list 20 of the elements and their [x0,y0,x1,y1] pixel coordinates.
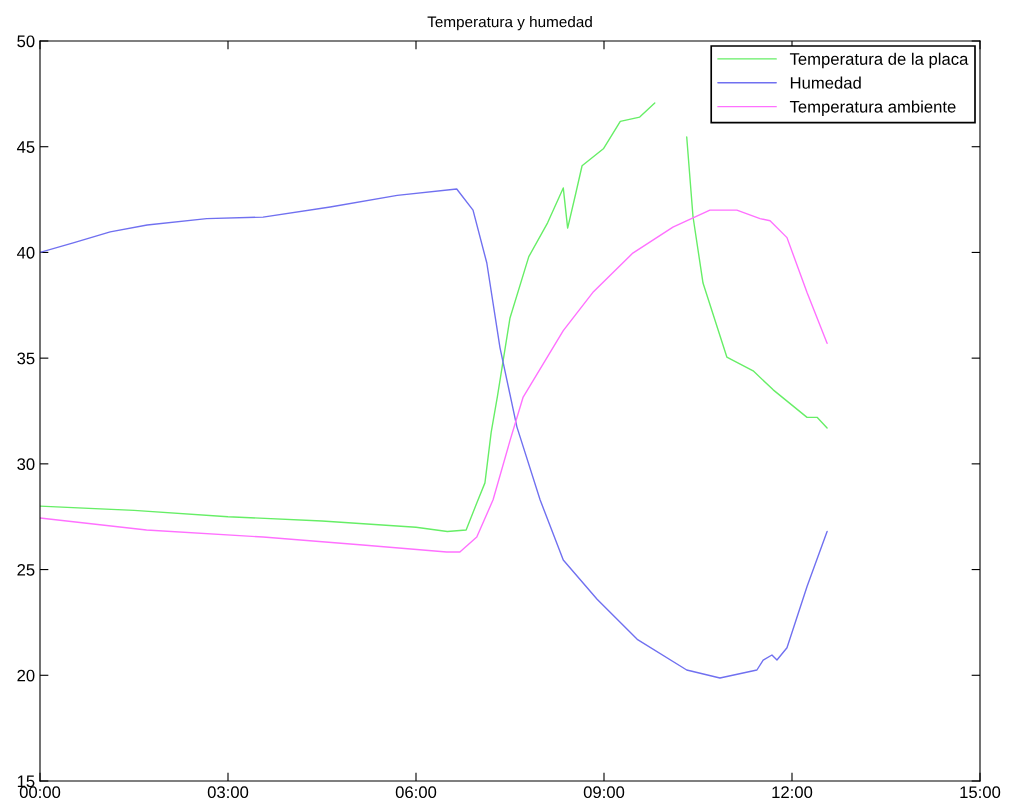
chart-title: Temperatura y humedad [427,16,592,31]
x-tick-label: 00:00 [19,786,61,799]
y-tick-label: 15 [17,775,35,788]
line-series [40,188,828,679]
y-tick-label: 45 [16,141,35,153]
x-tick-label: 09:00 [583,786,625,799]
y-tick-label: 25 [17,563,35,576]
y-tick-label: 40 [16,246,35,259]
x-tick-label: 06:00 [395,786,437,799]
legend-label: Temperatura ambiente [789,100,956,116]
y-tick-label: 30 [17,458,35,471]
x-tick-label: 03:00 [207,786,249,799]
y-tick-label: 35 [17,352,35,365]
y-tick-label: 20 [17,669,35,682]
legend-label: Temperatura de la placa [789,52,969,69]
x-tick-label: 12:00 [772,786,813,799]
x-tick-label: 15:00 [960,786,1001,799]
legend-label: Humedad [790,76,861,89]
line-series [40,209,828,553]
y-tick-label: 50 [17,35,35,48]
